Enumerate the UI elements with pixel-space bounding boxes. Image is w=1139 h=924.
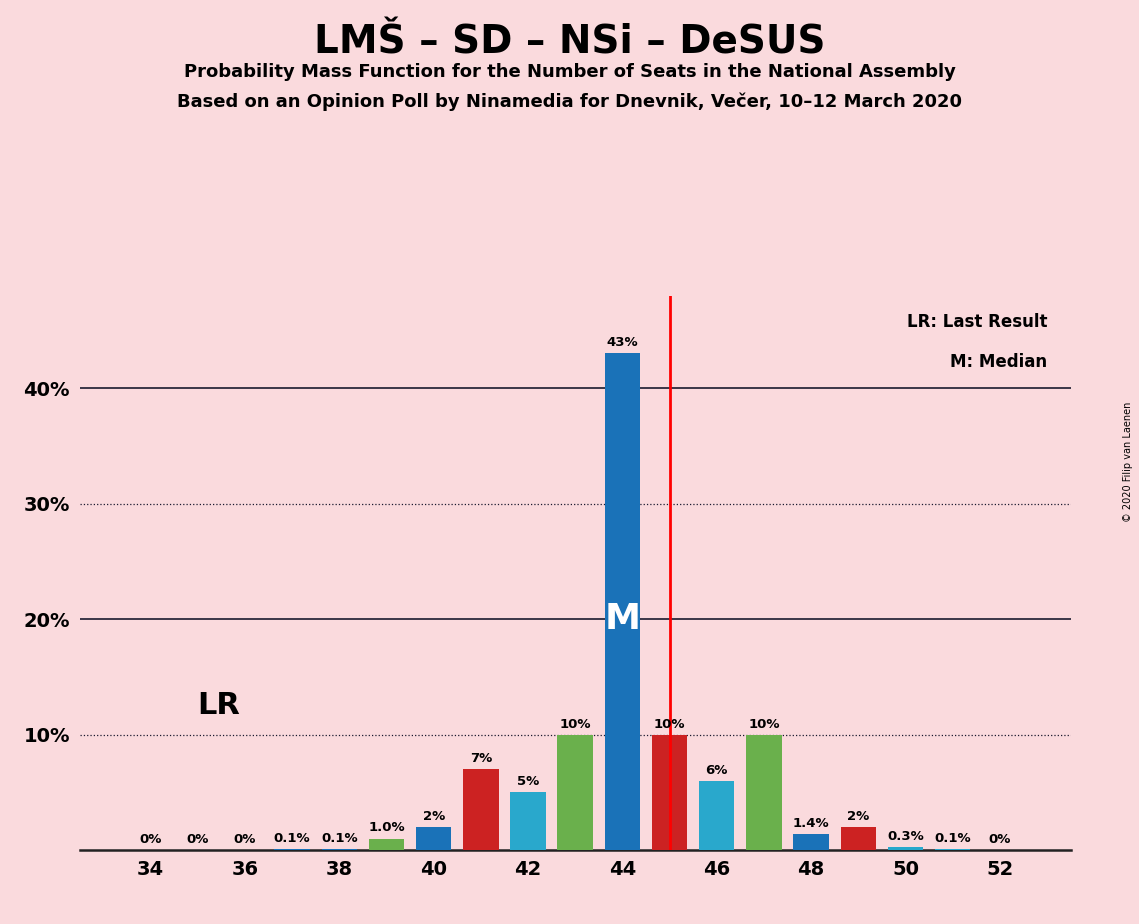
Text: 1.4%: 1.4% (793, 817, 829, 830)
Text: 0%: 0% (187, 833, 208, 846)
Bar (794, 833, 829, 850)
Bar (464, 769, 499, 850)
Text: LR: LR (198, 691, 240, 720)
Text: 0.1%: 0.1% (934, 832, 972, 845)
Text: 0%: 0% (139, 833, 162, 846)
Bar (321, 849, 357, 850)
Bar (605, 354, 640, 850)
Bar (557, 735, 593, 850)
Bar (887, 846, 924, 850)
Text: 10%: 10% (654, 718, 686, 731)
Bar (935, 849, 970, 850)
Bar (652, 735, 687, 850)
Bar (274, 849, 310, 850)
Text: M: Median: M: Median (950, 354, 1047, 371)
Text: 0%: 0% (233, 833, 256, 846)
Bar (841, 827, 876, 850)
Text: 1.0%: 1.0% (368, 821, 404, 834)
Text: 5%: 5% (517, 775, 539, 788)
Text: Probability Mass Function for the Number of Seats in the National Assembly: Probability Mass Function for the Number… (183, 63, 956, 80)
Text: 2%: 2% (847, 810, 869, 823)
Text: Based on an Opinion Poll by Ninamedia for Dnevnik, Večer, 10–12 March 2020: Based on an Opinion Poll by Ninamedia fo… (177, 92, 962, 111)
Bar (746, 735, 781, 850)
Text: 10%: 10% (559, 718, 591, 731)
Text: 43%: 43% (607, 336, 638, 349)
Text: 0%: 0% (989, 833, 1011, 846)
Text: 6%: 6% (705, 764, 728, 777)
Text: LMŠ – SD – NSi – DeSUS: LMŠ – SD – NSi – DeSUS (313, 23, 826, 61)
Text: © 2020 Filip van Laenen: © 2020 Filip van Laenen (1123, 402, 1133, 522)
Bar (510, 793, 546, 850)
Text: 2%: 2% (423, 810, 444, 823)
Bar (699, 781, 735, 850)
Text: 10%: 10% (748, 718, 780, 731)
Text: 0.3%: 0.3% (887, 830, 924, 843)
Text: LR: Last Result: LR: Last Result (907, 313, 1047, 331)
Text: M: M (605, 602, 640, 636)
Text: 0.1%: 0.1% (321, 832, 358, 845)
Text: 7%: 7% (469, 752, 492, 765)
Bar (416, 827, 451, 850)
Text: 0.1%: 0.1% (273, 832, 311, 845)
Bar (369, 839, 404, 850)
